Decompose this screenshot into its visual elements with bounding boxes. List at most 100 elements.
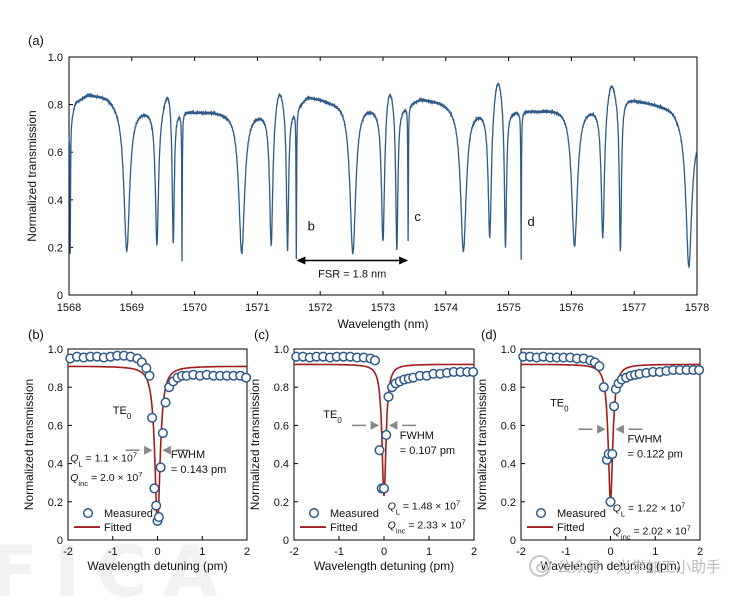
- y-tick-label-b: 0.2: [48, 497, 63, 509]
- axes-frame-a: [68, 56, 698, 296]
- measured-point-d: [605, 496, 616, 507]
- q-intrinsic-d: Qinc = 2.02 × 107: [613, 523, 691, 541]
- legend-label-fitted-d: Fitted: [557, 522, 585, 534]
- y-tick-label-a: 0.6: [48, 147, 63, 159]
- measured-point-b: [144, 370, 155, 381]
- q-loaded-c: QL = 1.48 × 107: [388, 498, 461, 516]
- x-tick-label-d: 2: [697, 546, 703, 558]
- y-tick-label-a: 1.0: [48, 52, 63, 64]
- watermark-text: 公众号 · 光学加工小助手: [556, 557, 721, 576]
- mode-label-d: TE0: [550, 397, 569, 413]
- measured-point-b: [151, 500, 162, 511]
- x-tick-label-b: 1: [199, 546, 205, 558]
- y-tick-label-c: 0: [283, 535, 289, 547]
- x-tick-label-a: 1569: [120, 302, 144, 314]
- y-tick-label-c: 1.0: [274, 344, 289, 356]
- y-tick-label-c: 0.8: [274, 382, 289, 394]
- q-intrinsic-b: Qinc = 2.0 × 107: [70, 469, 142, 487]
- measured-point-d: [607, 449, 618, 460]
- y-axis-label-c: Normalized transmission: [248, 379, 262, 510]
- y-tick-label-c: 0.4: [274, 459, 289, 471]
- watermark: 公众号 · 光学加工小助手: [528, 555, 721, 577]
- y-tick-label-b: 1.0: [48, 344, 63, 356]
- fwhm-arrow-right-d: [615, 424, 624, 434]
- x-axis-label-d: Wavelength detuning (pm): [540, 559, 680, 573]
- panel-label-d: (d): [481, 327, 497, 342]
- mode-label-c: TE0: [323, 409, 342, 425]
- panel-label-b: (b): [28, 327, 44, 342]
- fwhm-arrow-left-c: [370, 420, 379, 430]
- measured-point-c: [468, 366, 479, 377]
- fsr-label: FSR = 1.8 nm: [318, 268, 386, 280]
- y-tick-label-a: 0.8: [48, 100, 63, 112]
- y-axis-label-a: Normalized transmission: [25, 110, 39, 241]
- x-tick-label-a: 1577: [622, 302, 646, 314]
- legend-marker-measured-c: [308, 508, 320, 519]
- fwhm-value-d: = 0.122 pm: [628, 449, 683, 461]
- x-tick-label-d: 1: [652, 546, 658, 558]
- resonance-label-c: c: [414, 209, 421, 224]
- x-tick-label-a: 1576: [559, 302, 583, 314]
- x-tick-label-d: -2: [516, 546, 526, 558]
- x-tick-label-a: 1568: [57, 302, 81, 314]
- x-tick-label-a: 1575: [496, 302, 520, 314]
- x-axis-label-c: Wavelength detuning (pm): [314, 559, 454, 573]
- y-tick-label-d: 0.8: [501, 382, 516, 394]
- legend-marker-measured-d: [535, 508, 547, 519]
- fwhm-arrow-right-b: [162, 445, 171, 455]
- y-tick-label-d: 0.4: [501, 459, 516, 471]
- x-tick-label-c: 0: [381, 546, 387, 558]
- legend-marker-measured-b: [82, 508, 94, 519]
- measured-point-c: [369, 355, 381, 366]
- legend-label-fitted-b: Fitted: [104, 522, 132, 534]
- resonance-label-d: d: [527, 214, 534, 229]
- x-axis-label-a: Wavelength (nm): [338, 317, 429, 331]
- y-tick-label-c: 0.6: [274, 420, 289, 432]
- measured-point-c: [374, 445, 385, 456]
- measured-point-d: [598, 382, 609, 393]
- measured-point-b: [241, 372, 252, 383]
- y-tick-label-b: 0: [57, 535, 63, 547]
- mode-label-b: TE0: [113, 405, 132, 421]
- fwhm-arrow-right-c: [389, 420, 398, 430]
- x-tick-label-b: 2: [244, 546, 250, 558]
- fwhm-label-c: FWHM: [400, 430, 434, 442]
- measured-point-b: [149, 483, 160, 494]
- panel-label-a: (a): [28, 33, 44, 48]
- fitted-curve-c: [294, 363, 474, 497]
- x-tick-label-c: 1: [426, 546, 432, 558]
- y-tick-label-a: 0: [57, 290, 63, 302]
- spectrum-trace-a: [68, 82, 698, 269]
- q-loaded-b: QL = 1.1 × 107: [70, 450, 137, 468]
- x-tick-label-c: 2: [471, 546, 477, 558]
- fwhm-value-c: = 0.107 pm: [400, 445, 455, 457]
- measured-point-d: [694, 364, 705, 376]
- q-loaded-d: QL = 1.22 × 107: [613, 500, 686, 518]
- measured-point-b: [153, 512, 164, 523]
- fwhm-arrow-left-d: [597, 424, 606, 434]
- x-tick-label-a: 1578: [685, 302, 709, 314]
- x-tick-label-b: -2: [63, 546, 73, 558]
- x-tick-label-d: -1: [561, 546, 571, 558]
- measured-point-b: [160, 397, 171, 408]
- measured-point-c: [383, 391, 394, 402]
- y-tick-label-b: 0.6: [48, 420, 63, 432]
- x-tick-label-c: -1: [334, 546, 344, 558]
- fwhm-label-b: FWHM: [171, 449, 205, 461]
- y-axis-label-b: Normalized transmission: [22, 379, 36, 510]
- y-tick-label-d: 0.6: [501, 420, 516, 432]
- measured-point-b: [155, 462, 166, 473]
- legend-label-measured-b: Measured: [104, 508, 153, 520]
- wechat-icon: [528, 555, 551, 577]
- measured-point-d: [594, 361, 605, 372]
- legend-label-measured-d: Measured: [557, 508, 606, 520]
- x-tick-label-a: 1570: [182, 302, 206, 314]
- x-tick-label-a: 1573: [371, 302, 395, 314]
- y-tick-label-c: 0.2: [274, 497, 289, 509]
- figure-canvas: (a) 0 0.2 0.4 0.6 0.8 1.0 1568 1569 1570 1571 1572 1…: [22, 33, 709, 573]
- legend-label-fitted-c: Fitted: [330, 522, 358, 534]
- measured-point-d: [609, 401, 620, 412]
- panel-label-c: (c): [254, 327, 269, 342]
- fsr-arrow-left: [296, 256, 306, 265]
- q-intrinsic-c: Qinc = 2.33 × 107: [388, 517, 466, 535]
